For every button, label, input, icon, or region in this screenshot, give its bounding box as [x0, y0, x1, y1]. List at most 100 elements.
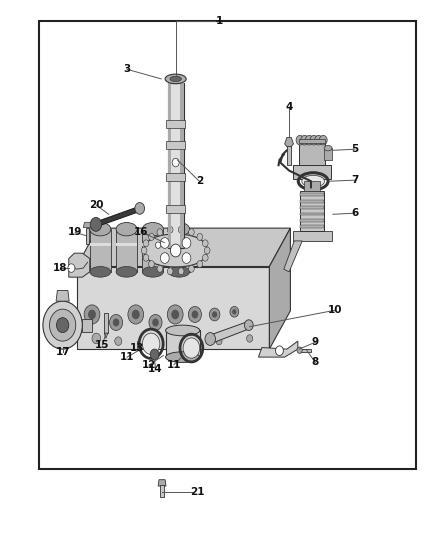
Bar	[39, 21, 416, 469]
Bar	[168, 83, 184, 248]
Circle shape	[172, 158, 179, 167]
Circle shape	[145, 335, 153, 345]
Polygon shape	[158, 480, 166, 486]
Circle shape	[167, 227, 173, 233]
Text: 6: 6	[351, 208, 358, 218]
Ellipse shape	[142, 333, 160, 354]
Circle shape	[319, 135, 327, 145]
Circle shape	[188, 306, 201, 322]
Circle shape	[84, 305, 100, 324]
Ellipse shape	[116, 223, 137, 236]
Circle shape	[305, 135, 313, 145]
Circle shape	[92, 333, 101, 344]
Bar	[324, 148, 332, 160]
Circle shape	[141, 247, 147, 254]
Bar	[166, 330, 200, 357]
Text: 19: 19	[68, 228, 82, 237]
Ellipse shape	[324, 146, 332, 151]
Circle shape	[296, 135, 304, 145]
Bar	[116, 229, 137, 272]
Bar	[166, 173, 185, 181]
Circle shape	[43, 301, 82, 349]
Circle shape	[152, 318, 159, 326]
Ellipse shape	[116, 266, 137, 277]
Text: 15: 15	[95, 340, 110, 350]
Ellipse shape	[183, 338, 200, 358]
Text: 3: 3	[124, 64, 131, 74]
Bar	[300, 206, 324, 209]
Circle shape	[189, 229, 194, 236]
Ellipse shape	[170, 76, 181, 82]
Circle shape	[202, 240, 208, 247]
Circle shape	[157, 265, 163, 272]
Bar	[300, 200, 324, 203]
Ellipse shape	[90, 223, 111, 236]
Text: 8: 8	[312, 358, 319, 367]
Polygon shape	[56, 290, 69, 301]
Circle shape	[57, 318, 69, 333]
Circle shape	[135, 203, 145, 214]
Polygon shape	[284, 241, 302, 272]
Text: 18: 18	[53, 263, 68, 273]
Circle shape	[197, 233, 203, 240]
Polygon shape	[258, 341, 298, 357]
Circle shape	[310, 135, 318, 145]
Text: 14: 14	[148, 364, 163, 374]
Bar	[142, 229, 163, 272]
Bar	[104, 313, 108, 333]
Text: 9: 9	[312, 337, 319, 347]
Circle shape	[192, 310, 198, 318]
Circle shape	[230, 306, 239, 317]
Circle shape	[297, 347, 302, 353]
Bar	[300, 219, 324, 222]
Polygon shape	[94, 206, 141, 228]
Circle shape	[149, 314, 162, 330]
Bar	[166, 205, 185, 213]
Text: 5: 5	[351, 144, 358, 154]
Circle shape	[197, 261, 203, 268]
Polygon shape	[293, 231, 332, 241]
Polygon shape	[69, 253, 90, 277]
Circle shape	[170, 244, 181, 257]
Circle shape	[182, 238, 191, 248]
Polygon shape	[77, 228, 290, 266]
Circle shape	[68, 264, 75, 272]
Text: 12: 12	[141, 360, 156, 370]
Text: 7: 7	[351, 175, 358, 185]
Ellipse shape	[166, 325, 200, 336]
Circle shape	[212, 311, 217, 318]
Circle shape	[178, 227, 184, 233]
Circle shape	[167, 305, 183, 324]
Ellipse shape	[166, 352, 200, 362]
Circle shape	[209, 308, 220, 321]
Circle shape	[113, 318, 119, 326]
Circle shape	[204, 247, 210, 254]
Bar	[169, 229, 190, 272]
Circle shape	[110, 314, 123, 330]
Circle shape	[157, 229, 163, 236]
Circle shape	[188, 265, 194, 272]
Bar	[299, 141, 325, 165]
Circle shape	[314, 135, 322, 145]
Circle shape	[150, 349, 159, 360]
Bar	[90, 229, 111, 272]
Polygon shape	[285, 138, 293, 147]
Polygon shape	[293, 165, 331, 179]
Ellipse shape	[302, 175, 325, 187]
Circle shape	[167, 268, 173, 274]
Bar	[82, 319, 92, 332]
Text: 1: 1	[215, 17, 223, 26]
Bar	[298, 349, 311, 352]
Ellipse shape	[90, 266, 111, 277]
Bar	[300, 191, 324, 231]
Circle shape	[160, 253, 169, 263]
Polygon shape	[77, 266, 269, 349]
Text: 17: 17	[56, 347, 71, 357]
Text: 13: 13	[130, 343, 145, 352]
Circle shape	[232, 309, 237, 314]
Circle shape	[182, 253, 191, 263]
Circle shape	[90, 217, 102, 231]
Ellipse shape	[142, 223, 163, 236]
Circle shape	[180, 338, 187, 346]
Ellipse shape	[169, 266, 190, 277]
